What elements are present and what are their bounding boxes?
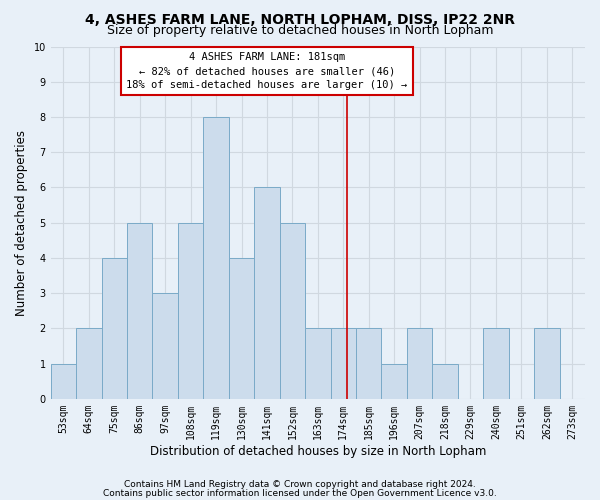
- Bar: [178, 222, 203, 399]
- X-axis label: Distribution of detached houses by size in North Lopham: Distribution of detached houses by size …: [149, 444, 486, 458]
- Y-axis label: Number of detached properties: Number of detached properties: [15, 130, 28, 316]
- Bar: [483, 328, 509, 399]
- Text: Contains HM Land Registry data © Crown copyright and database right 2024.: Contains HM Land Registry data © Crown c…: [124, 480, 476, 489]
- Bar: [534, 328, 560, 399]
- Bar: [229, 258, 254, 399]
- Bar: [356, 328, 382, 399]
- Bar: [152, 293, 178, 399]
- Bar: [433, 364, 458, 399]
- Text: 4, ASHES FARM LANE, NORTH LOPHAM, DISS, IP22 2NR: 4, ASHES FARM LANE, NORTH LOPHAM, DISS, …: [85, 12, 515, 26]
- Text: 4 ASHES FARM LANE: 181sqm
← 82% of detached houses are smaller (46)
18% of semi-: 4 ASHES FARM LANE: 181sqm ← 82% of detac…: [127, 52, 407, 90]
- Bar: [331, 328, 356, 399]
- Bar: [127, 222, 152, 399]
- Bar: [280, 222, 305, 399]
- Bar: [407, 328, 433, 399]
- Text: Contains public sector information licensed under the Open Government Licence v3: Contains public sector information licen…: [103, 488, 497, 498]
- Bar: [203, 117, 229, 399]
- Bar: [101, 258, 127, 399]
- Bar: [254, 188, 280, 399]
- Bar: [76, 328, 101, 399]
- Text: Size of property relative to detached houses in North Lopham: Size of property relative to detached ho…: [107, 24, 493, 37]
- Bar: [50, 364, 76, 399]
- Bar: [305, 328, 331, 399]
- Bar: [382, 364, 407, 399]
